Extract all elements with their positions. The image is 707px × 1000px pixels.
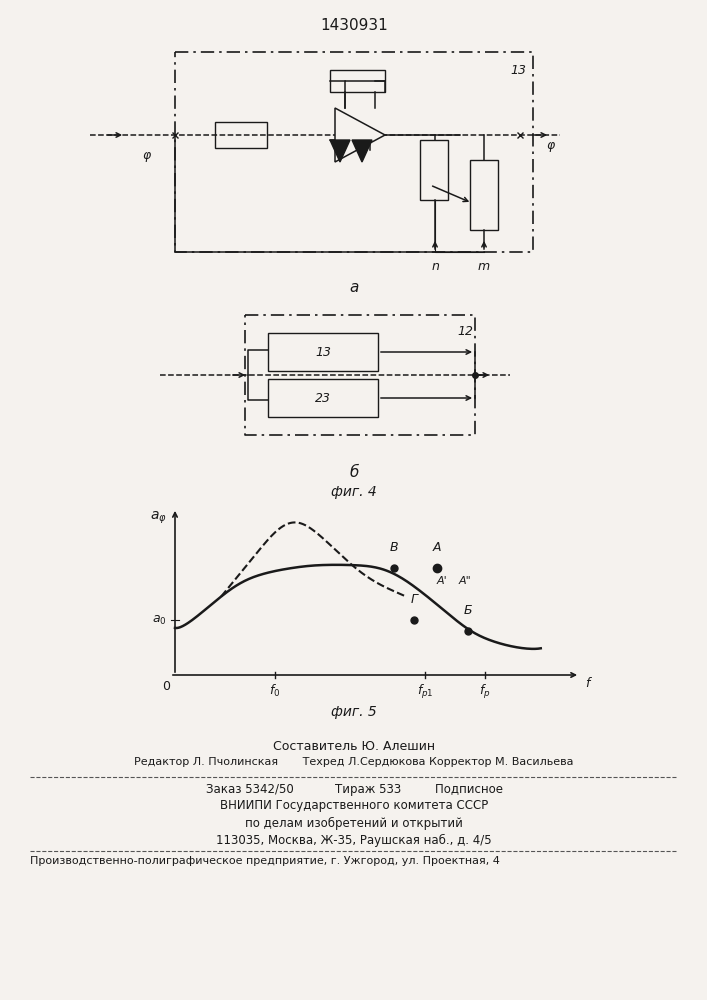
Text: $f_0$: $f_0$ (269, 683, 281, 699)
Bar (268, 379, 378, 417)
Text: Редактор Л. Пчолинская       Техред Л.Сердюкова Корректор М. Васильева: Редактор Л. Пчолинская Техред Л.Сердюков… (134, 757, 574, 767)
Text: A": A" (459, 576, 472, 586)
Bar (330, 70, 385, 92)
Text: 12: 12 (457, 325, 473, 338)
Text: Г: Г (410, 593, 417, 606)
Text: Составитель Ю. Алешин: Составитель Ю. Алешин (273, 740, 435, 753)
Text: n: n (431, 260, 439, 273)
Text: f: f (585, 677, 590, 690)
Text: 0: 0 (162, 680, 170, 693)
Text: A: A (433, 541, 441, 554)
Text: 13: 13 (315, 346, 331, 359)
Bar (420, 140, 448, 200)
Text: m: m (478, 260, 490, 273)
Polygon shape (352, 140, 372, 162)
Text: $a_{\varphi}$: $a_{\varphi}$ (150, 510, 167, 526)
Text: 113035, Москва, Ж-35, Раушская наб., д. 4/5: 113035, Москва, Ж-35, Раушская наб., д. … (216, 834, 492, 847)
Text: Б: Б (463, 604, 472, 617)
Bar (215, 122, 267, 148)
Text: по делам изобретений и открытий: по делам изобретений и открытий (245, 816, 463, 830)
Text: ВНИИПИ Государственного комитета СССР: ВНИИПИ Государственного комитета СССР (220, 800, 488, 812)
Polygon shape (330, 140, 350, 162)
Bar (470, 160, 498, 230)
Text: 1430931: 1430931 (320, 18, 388, 33)
Text: $\varphi$: $\varphi$ (142, 150, 152, 164)
Text: $f_p$: $f_p$ (479, 683, 491, 701)
Text: б: б (349, 465, 358, 480)
Text: B: B (390, 541, 399, 554)
Bar (268, 333, 378, 371)
Polygon shape (335, 108, 385, 162)
Text: фиг. 5: фиг. 5 (331, 705, 377, 719)
Text: a: a (349, 280, 358, 295)
Text: 23: 23 (315, 391, 331, 404)
Text: фиг. 4: фиг. 4 (331, 485, 377, 499)
Text: Заказ 5342/50           Тираж 533         Подписное: Заказ 5342/50 Тираж 533 Подписное (206, 782, 503, 796)
Text: $\varphi$: $\varphi$ (546, 140, 556, 154)
Text: 13: 13 (510, 64, 526, 77)
Text: Производственно-полиграфическое предприятие, г. Ужгород, ул. Проектная, 4: Производственно-полиграфическое предприя… (30, 856, 500, 866)
Text: $f_{p1}$: $f_{p1}$ (416, 683, 433, 701)
Text: A': A' (437, 576, 448, 586)
Text: $a_0$: $a_0$ (152, 613, 167, 627)
